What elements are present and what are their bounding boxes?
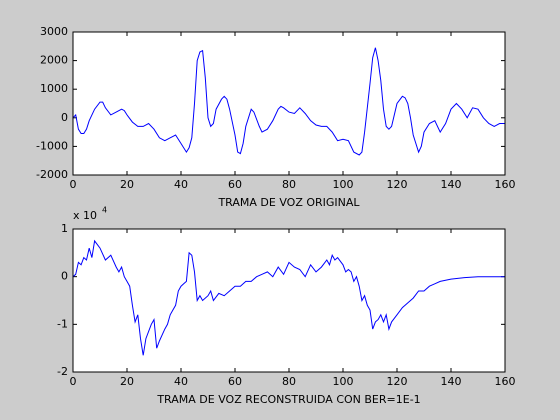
x-tick-label: 140: [441, 375, 462, 388]
x-tick-label: 60: [228, 375, 242, 388]
axes-frame: [72, 228, 506, 373]
x-tick-label: 160: [495, 178, 516, 191]
x-tick-label: 20: [120, 178, 134, 191]
y-tick-label: 0: [61, 111, 68, 124]
x-tick-label: 120: [387, 178, 408, 191]
y-tick-label: 2000: [40, 54, 68, 67]
x-tick-label: 140: [441, 178, 462, 191]
x-tick-label: 40: [174, 375, 188, 388]
y-tick-label: -2: [57, 365, 68, 378]
y-tick-label: 3000: [40, 25, 68, 38]
x-tick-label: 160: [495, 375, 516, 388]
x-tick-label: 0: [70, 178, 77, 191]
x-tick-label: 60: [228, 178, 242, 191]
x-tick-label: 80: [282, 178, 296, 191]
y-tick-label: 0: [61, 270, 68, 283]
x-tick-label: 100: [333, 375, 354, 388]
x-tick-label: 0: [70, 375, 77, 388]
y-tick-label: -2000: [36, 168, 68, 181]
data-line: [72, 239, 505, 356]
y-tick-label: 1000: [40, 82, 68, 95]
axes-background: [73, 32, 505, 175]
y-multiplier-exponent: 4: [102, 206, 107, 215]
y-tick-label: -1000: [36, 139, 68, 152]
x-tick-label: 40: [174, 178, 188, 191]
x-tick-label: 120: [387, 375, 408, 388]
data-line: [72, 47, 505, 156]
y-tick-label: -1: [57, 317, 68, 330]
y-multiplier: x 10: [73, 209, 97, 222]
axes-background: [73, 229, 505, 372]
x-axis-label: TRAMA DE VOZ ORIGINAL: [217, 196, 360, 209]
x-tick-label: 100: [333, 178, 354, 191]
y-tick-label: 1: [61, 222, 68, 235]
x-axis-label: TRAMA DE VOZ RECONSTRUIDA CON BER=1E-1: [156, 393, 420, 406]
x-tick-label: 20: [120, 375, 134, 388]
axes-frame: [72, 31, 506, 176]
x-tick-label: 80: [282, 375, 296, 388]
